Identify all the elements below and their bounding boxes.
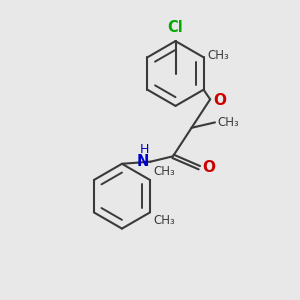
Text: CH₃: CH₃ <box>207 49 229 62</box>
Text: H: H <box>140 143 149 156</box>
Text: O: O <box>202 160 215 175</box>
Text: CH₃: CH₃ <box>153 214 175 227</box>
Text: CH₃: CH₃ <box>218 116 239 129</box>
Text: CH₃: CH₃ <box>153 165 175 178</box>
Text: O: O <box>213 93 226 108</box>
Text: Cl: Cl <box>168 20 183 34</box>
Text: N: N <box>136 154 149 169</box>
